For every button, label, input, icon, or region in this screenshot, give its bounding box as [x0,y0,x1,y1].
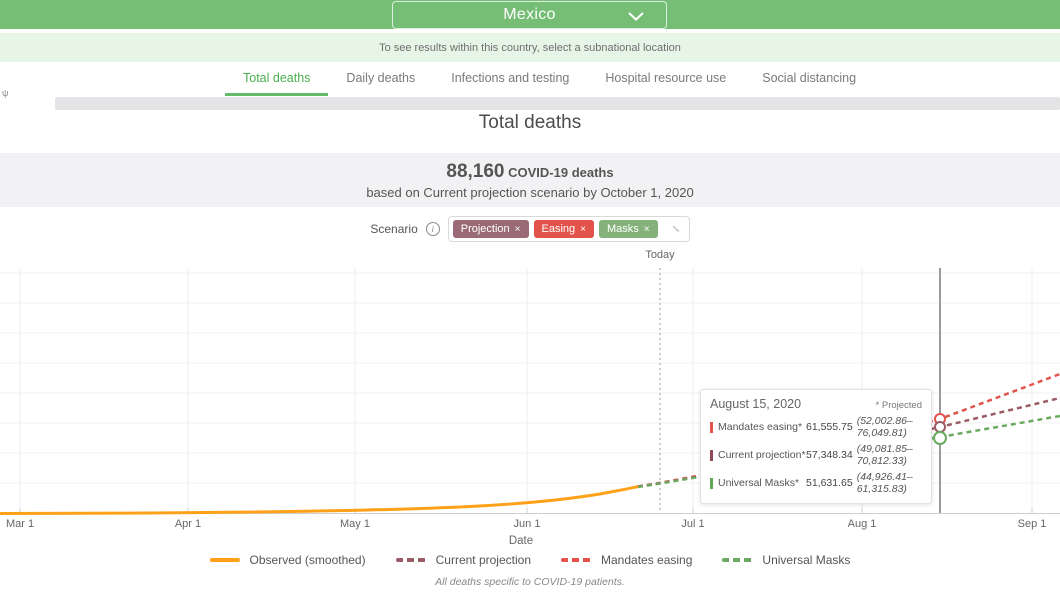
tooltip-series-range: (52,002.86–76,049.81) [856,415,913,439]
location-header-bar: Mexico [0,0,1060,31]
chip-masks[interactable]: Masks × [599,220,658,238]
tooltip-projected-note: * Projected [875,400,922,411]
tooltip-date: August 15, 2020 [710,397,802,411]
x-tick-aug1: Aug 1 [847,518,877,530]
legend-mandates-easing: Mandates easing [561,553,692,567]
location-dropdown-value: Mexico [503,6,556,23]
page-title: Total deaths [478,112,582,133]
subnational-banner-text: To see results within this country, sele… [379,41,681,54]
series-color-bar [710,421,713,433]
tab-daily-deaths[interactable]: Daily deaths [346,70,416,85]
tooltip-series-label: Current projection* [718,449,806,461]
tooltip-series-label: Universal Masks* [718,477,800,489]
chip-masks-close-icon[interactable]: × [643,224,650,235]
tooltip-series-range: (44,926.41–61,315.83) [856,471,913,495]
series-color-bar [710,449,713,461]
series-color-bar [710,477,713,489]
legend-label: Observed (smoothed) [249,553,366,567]
chevron-down-icon [672,225,679,233]
summary-banner: 88,160 COVID-19 deaths based on Current … [0,153,1060,207]
observed-line [0,485,639,515]
legend-universal-masks: Universal Masks [722,553,850,567]
universal-masks-line [637,414,1060,489]
chip-projection-label: Projection [460,223,510,235]
chart-legend: Observed (smoothed) Current projection M… [0,553,1060,567]
chip-projection[interactable]: Projection × [452,220,529,238]
tab-social-distancing[interactable]: Social distancing [762,70,857,85]
clipped-label-fragment: ψ [2,88,9,98]
chart-footnote: All deaths specific to COVID-19 patients… [435,576,625,588]
tab-bar: Total deaths Daily deaths Infections and… [0,62,1060,96]
tab-infections-testing[interactable]: Infections and testing [451,70,570,85]
scenario-label: Scenario [370,222,418,236]
chip-easing-close-icon[interactable]: × [580,224,586,235]
legend-observed: Observed (smoothed) [209,553,366,567]
scenario-multiselect[interactable]: Projection × Easing × Masks × [447,216,690,242]
legend-label: Current projection [435,553,531,567]
hover-point-markers [933,413,947,445]
tooltip-row-current-projection: Current projection* 57,348.34 (49,081.85… [710,443,922,467]
deaths-count: 88,160 [446,160,505,182]
tooltip-row-mandates-easing: Mandates easing* 61,555.75 (52,002.86–76… [710,415,922,439]
legend-swatch-universal-masks [722,558,753,562]
x-tick-mar1: Mar 1 [5,518,35,530]
summary-subtitle: based on Current projection scenario by … [366,184,694,200]
legend-swatch-observed [209,558,240,562]
chip-easing[interactable]: Easing × [533,220,594,238]
location-dropdown[interactable]: Mexico [392,1,667,29]
x-tick-sep1: Sep 1 [1017,518,1047,530]
legend-label: Mandates easing [601,553,693,567]
universal-masks-marker [933,431,947,445]
chip-projection-close-icon[interactable]: × [514,224,521,235]
tooltip-series-value: 57,348.34 [806,449,853,461]
x-tick-jul1: Jul 1 [681,518,705,530]
tooltip-row-universal-masks: Universal Masks* 51,631.65 (44,926.41–61… [710,471,922,495]
legend-label: Universal Masks [762,553,851,567]
chip-masks-label: Masks [607,223,639,235]
tooltip-series-label: Mandates easing* [718,421,803,433]
x-tick-apr1: Apr 1 [174,518,202,530]
chevron-down-icon [628,12,644,21]
today-label: Today [645,249,675,261]
tooltip-series-range: (49,081.85–70,812.33) [856,443,913,467]
info-icon[interactable]: i [425,222,440,236]
current-projection-marker [934,421,946,433]
tab-hospital-resource-use[interactable]: Hospital resource use [605,70,727,85]
legend-swatch-mandates-easing [561,558,591,562]
scenario-selector-row: Scenario i Projection × Easing × Masks × [0,216,1060,242]
deaths-count-label: COVID-19 deaths [508,164,614,180]
legend-swatch-current-projection [395,558,426,562]
subnational-banner: To see results within this country, sele… [0,33,1060,62]
x-tick-may1: May 1 [340,518,370,530]
chart-tooltip: August 15, 2020 * Projected Mandates eas… [700,389,932,504]
tab-total-deaths[interactable]: Total deaths [225,62,329,96]
x-axis-title: Date [508,535,534,547]
tooltip-series-value: 51,631.65 [806,477,853,489]
chip-easing-label: Easing [541,223,576,235]
horizontal-scrollbar[interactable] [55,97,1060,110]
x-tick-jun1: Jun 1 [513,518,541,530]
legend-current-projection: Current projection [395,553,531,567]
tooltip-series-value: 61,555.75 [806,421,853,433]
